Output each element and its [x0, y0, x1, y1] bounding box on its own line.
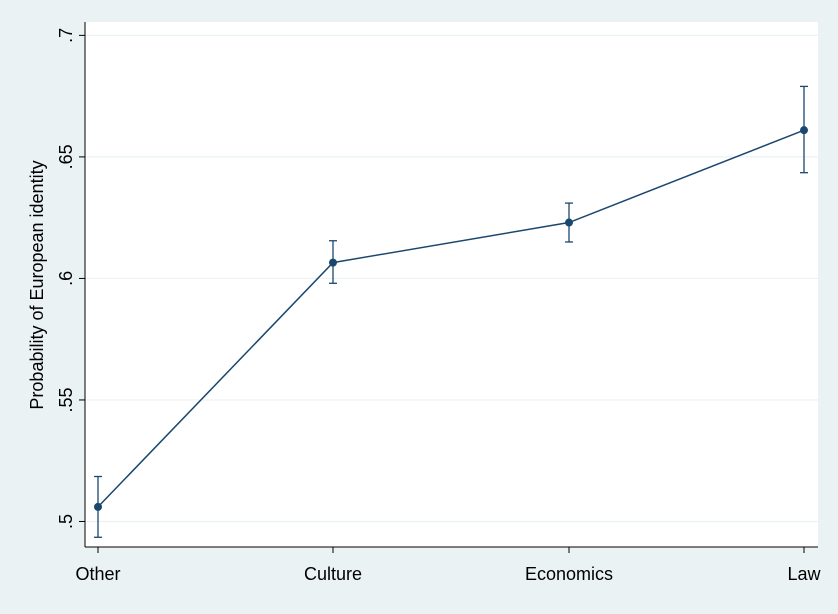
- y-tick-label-1: .55: [56, 387, 76, 412]
- grid-layer: [85, 34, 818, 523]
- y-tick-label-3: .65: [56, 144, 76, 169]
- y-tick-label-2: .6: [56, 271, 76, 286]
- series-layer: [94, 85, 808, 538]
- x-tick-label-3: Law: [787, 564, 821, 584]
- data-point-2: [565, 218, 573, 227]
- series-line-0: [97, 129, 805, 508]
- data-point-3: [800, 126, 808, 135]
- x-tick-label-0: Other: [75, 564, 120, 584]
- x-tick-label-2: Economics: [525, 564, 613, 584]
- plot-area: [85, 22, 818, 547]
- y-axis-title: Probability of European identity: [27, 160, 47, 409]
- x-tick-label-1: Culture: [304, 564, 362, 584]
- y-tick-label-0: .5: [56, 514, 76, 529]
- y-tick-label-4: .7: [56, 28, 76, 43]
- data-point-1: [329, 258, 337, 267]
- data-point-0: [94, 502, 102, 511]
- axes-layer: .5 .55 .6 .65 .7 Other Culture Economics Law: [56, 22, 822, 584]
